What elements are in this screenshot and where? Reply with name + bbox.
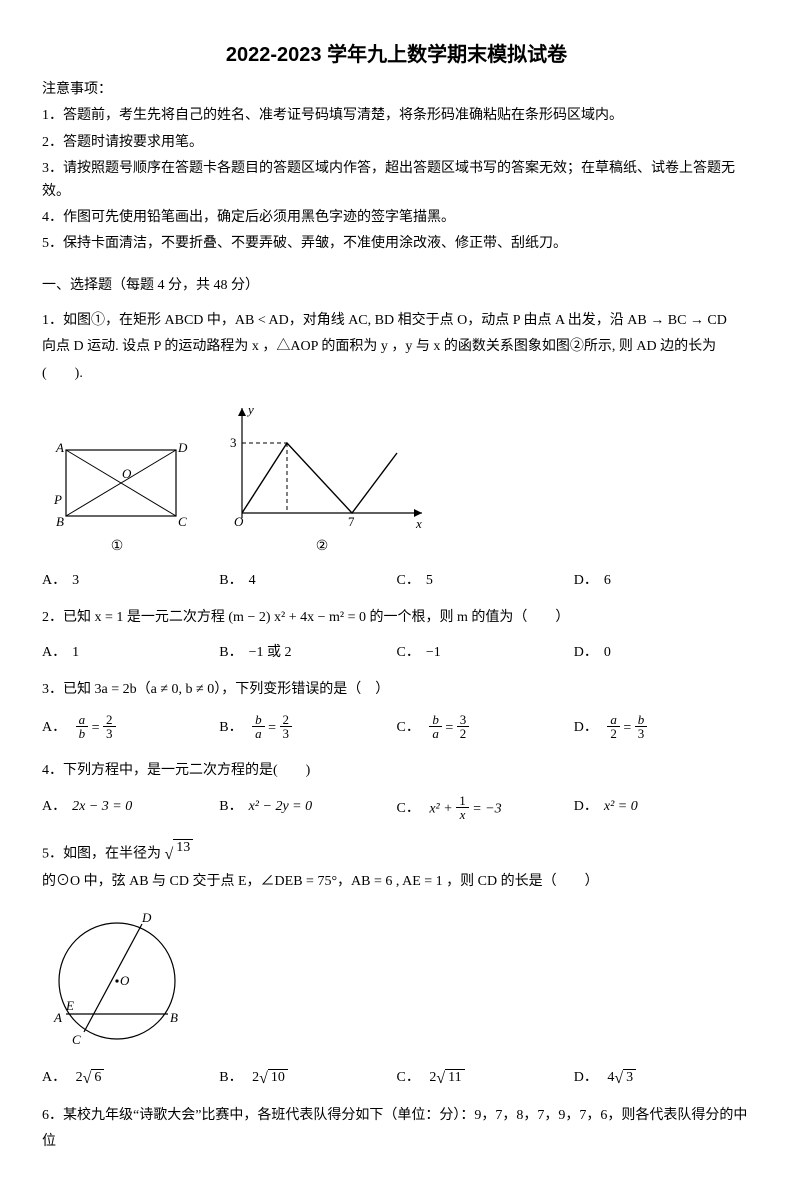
notice-5: 5．保持卡面清洁，不要折叠、不要弄破、弄皱，不准使用涂改液、修正带、刮纸刀。 — [42, 233, 751, 255]
q4-opt-D: D．x² = 0 — [574, 795, 751, 823]
q2-options: A．1 B．−1 或 2 C．−1 D．0 — [42, 641, 751, 661]
q1-opt-D: D．6 — [574, 569, 751, 589]
q1-label-O: O — [122, 466, 132, 481]
q1-label-A: A — [55, 440, 64, 455]
q1-fig2-xlabel: x — [415, 516, 422, 531]
q1-label-D: D — [177, 440, 188, 455]
q1-figure-2: 3 7 O x y ② — [212, 398, 432, 555]
q1-options: A．3 B．4 C．5 D．6 — [42, 569, 751, 589]
q1-fig2-svg: 3 7 O x y — [212, 398, 432, 538]
q1-figures: A D B C O P ① 3 — [42, 398, 751, 555]
q1-stem-line1: 1．如图①，在矩形 ABCD 中，AB < AD，对角线 AC, BD 相交于点… — [42, 308, 751, 335]
q1-fig1-svg: A D B C O P — [42, 428, 192, 538]
q1-label-P: P — [53, 492, 62, 507]
q2-opt-A: A．1 — [42, 641, 219, 661]
q5-stem-suffix: 的⊙O 中，弦 AB 与 CD 交于点 E，∠DEB = 75°，AB = 6 … — [42, 874, 599, 889]
q5-label-B: B — [170, 1010, 178, 1025]
question-3: 3．已知 3a = 2b（a ≠ 0, b ≠ 0），下列变形错误的是（ ） — [42, 677, 751, 704]
question-1: 1．如图①，在矩形 ABCD 中，AB < AD，对角线 AC, BD 相交于点… — [42, 308, 751, 388]
q5-options: A． 2√6 B． 2√10 C． 2√11 D． 4√3 — [42, 1066, 751, 1087]
question-2: 2．已知 x = 1 是一元二次方程 (m − 2) x² + 4x − m² … — [42, 605, 751, 632]
q5-radius-sqrt: √13 — [165, 839, 194, 869]
q3-opt-C: C． ba = 32 — [397, 714, 574, 742]
q5-fig-svg: O A B C D E — [42, 906, 192, 1056]
q1-fig2-ytick: 3 — [230, 435, 237, 450]
q5-label-O: O — [120, 973, 130, 988]
q5-figure: O A B C D E — [42, 906, 751, 1056]
q1-label-B: B — [56, 514, 64, 529]
svg-text:O: O — [234, 514, 244, 529]
q4-opt-A: A．2x − 3 = 0 — [42, 795, 219, 823]
q1-stem-line2: 向点 D 运动. 设点 P 的运动路程为 x ，△AOP 的面积为 y ，y 与… — [42, 334, 751, 387]
q5-label-C: C — [72, 1032, 81, 1047]
q1-fig1-caption: ① — [42, 538, 192, 555]
q3-options: A． ab = 23 B． ba = 23 C． ba = 32 D． a2 =… — [42, 714, 751, 742]
q1-opt-B: B．4 — [219, 569, 396, 589]
page-title: 2022-2023 学年九上数学期末模拟试卷 — [42, 38, 751, 67]
section-1-title: 一、选择题（每题 4 分，共 48 分） — [42, 274, 751, 294]
q1-opt-C: C．5 — [397, 569, 574, 589]
notices-heading: 注意事项： — [42, 79, 751, 101]
q5-opt-D: D． 4√3 — [574, 1066, 751, 1087]
q3-stem: 3．已知 3a = 2b（a ≠ 0, b ≠ 0），下列变形错误的是（ ） — [42, 677, 751, 704]
q6-stem: 6．某校九年级“诗歌大会”比赛中，各班代表队得分如下（单位：分）：9，7，8，7… — [42, 1103, 751, 1156]
notice-3: 3．请按照题号顺序在答题卡各题目的答题区域内作答，超出答题区域书写的答案无效；在… — [42, 158, 751, 203]
question-4: 4．下列方程中，是一元二次方程的是( ) — [42, 758, 751, 785]
q2-opt-D: D．0 — [574, 641, 751, 661]
notice-1: 1．答题前，考生先将自己的姓名、准考证号码填写清楚，将条形码准确粘贴在条形码区域… — [42, 105, 751, 127]
q4-options: A．2x − 3 = 0 B．x² − 2y = 0 C． x² + 1x = … — [42, 795, 751, 823]
q5-opt-B: B． 2√10 — [219, 1066, 396, 1087]
notice-4: 4．作图可先使用铅笔画出，确定后必须用黑色字迹的签字笔描黑。 — [42, 207, 751, 229]
q5-opt-A: A． 2√6 — [42, 1066, 219, 1087]
q3-opt-B: B． ba = 23 — [219, 714, 396, 742]
q2-opt-B: B．−1 或 2 — [219, 641, 396, 661]
notice-2: 2．答题时请按要求用笔。 — [42, 132, 751, 154]
q2-opt-C: C．−1 — [397, 641, 574, 661]
q3-opt-D: D． a2 = b3 — [574, 714, 751, 742]
q1-fig2-ylabel: y — [246, 402, 254, 417]
q2-stem: 2．已知 x = 1 是一元二次方程 (m − 2) x² + 4x − m² … — [42, 605, 751, 632]
q5-label-A: A — [53, 1010, 62, 1025]
question-5: 5．如图，在半径为 √13 的⊙O 中，弦 AB 与 CD 交于点 E，∠DEB… — [42, 839, 751, 896]
q1-opt-A: A．3 — [42, 569, 219, 589]
q3-opt-A: A． ab = 23 — [42, 714, 219, 742]
q4-stem: 4．下列方程中，是一元二次方程的是( ) — [42, 758, 751, 785]
q1-figure-1: A D B C O P ① — [42, 428, 192, 555]
q1-fig2-xtick: 7 — [348, 514, 355, 529]
q1-fig2-caption: ② — [212, 538, 432, 555]
q4-opt-B: B．x² − 2y = 0 — [219, 795, 396, 823]
exam-page: 2022-2023 学年九上数学期末模拟试卷 注意事项： 1．答题前，考生先将自… — [0, 0, 793, 1186]
q5-stem-prefix: 5．如图，在半径为 — [42, 846, 165, 861]
q5-label-E: E — [65, 998, 74, 1013]
q5-label-D: D — [141, 910, 152, 925]
q5-opt-C: C． 2√11 — [397, 1066, 574, 1087]
q4-opt-C: C． x² + 1x = −3 — [397, 795, 574, 823]
question-6: 6．某校九年级“诗歌大会”比赛中，各班代表队得分如下（单位：分）：9，7，8，7… — [42, 1103, 751, 1156]
q1-label-C: C — [178, 514, 187, 529]
radical-icon: √ — [165, 840, 174, 870]
